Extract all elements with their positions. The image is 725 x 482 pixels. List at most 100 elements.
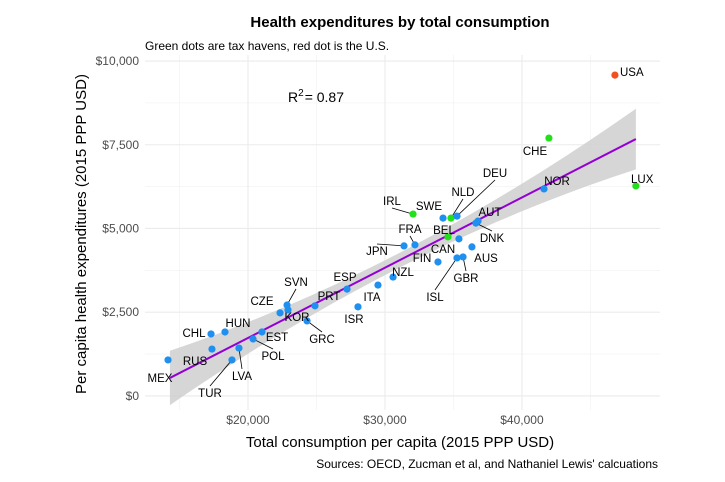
point-bel <box>444 233 452 241</box>
y-tick-label: $0 <box>126 389 140 403</box>
point-label: IRL <box>383 196 402 208</box>
point-label: POL <box>261 351 285 363</box>
chart-title: Health expenditures by total consumption <box>250 14 549 31</box>
point-label: RUS <box>183 356 208 368</box>
point-label: ISL <box>426 292 444 304</box>
leader-line <box>391 207 414 215</box>
point-rus <box>208 345 216 353</box>
point-gbr <box>459 253 467 261</box>
y-axis-ticks: $0 $2,500 $5,000 $7,500 $10,000 <box>96 54 140 403</box>
y-tick-label: $5,000 <box>102 221 139 235</box>
point-label: DEU <box>483 168 507 180</box>
point-hun <box>221 328 229 336</box>
point-label: KOR <box>285 312 310 324</box>
point-fin <box>434 258 442 266</box>
point-nzl <box>389 273 397 281</box>
point-label: NZL <box>392 267 414 279</box>
point-lux <box>632 182 640 190</box>
leader-line <box>434 257 458 291</box>
point-label: TUR <box>198 388 222 400</box>
point-label: LVA <box>232 371 252 383</box>
chart-subtitle: Green dots are tax havens, red dot is th… <box>145 39 389 53</box>
point-label: GBR <box>454 273 479 285</box>
point-label: CAN <box>431 244 455 256</box>
point-ita <box>374 281 382 289</box>
point-grc <box>303 317 311 325</box>
point-swe <box>439 214 447 222</box>
point-label: GRC <box>309 334 335 346</box>
point-label: FRA <box>399 224 422 236</box>
point-mex <box>164 356 172 364</box>
point-labels: MEX RUS CHL HUN TUR LVA POL EST CZE SVN KOR GRC PRT E… <box>148 67 654 400</box>
point-label: ITA <box>363 292 380 304</box>
point-label: MEX <box>148 373 173 385</box>
point-label: EST <box>266 332 288 344</box>
leader-line <box>450 198 464 219</box>
point-label: HUN <box>226 318 251 330</box>
point-label: ISR <box>344 314 363 326</box>
point-pol <box>249 335 257 343</box>
grid <box>145 55 660 410</box>
point-label: BEL <box>433 225 455 237</box>
point-irl <box>409 210 417 218</box>
point-label: PRT <box>318 291 341 303</box>
point-label: JPN <box>366 246 388 258</box>
point-prt <box>311 302 319 310</box>
point-nor <box>540 185 548 193</box>
confidence-band <box>169 108 636 406</box>
leader-line <box>456 179 496 217</box>
point-deu <box>453 212 461 220</box>
r-squared-annotation: R2= 0.87 <box>288 88 344 105</box>
point-label: SWE <box>416 201 443 213</box>
point-label: USA <box>620 67 644 79</box>
point-cze <box>276 309 284 317</box>
y-tick-label: $10,000 <box>96 54 140 68</box>
point-chl <box>207 330 215 338</box>
point-label: CHE <box>523 146 548 158</box>
point-che <box>545 134 553 142</box>
point-tur <box>228 356 236 364</box>
point-nld <box>447 214 455 222</box>
r2-superscript: 2 <box>298 88 304 99</box>
point-can <box>455 235 463 243</box>
y-tick-label: $7,500 <box>102 138 139 152</box>
point-fra <box>411 241 419 249</box>
point-isr <box>354 303 362 311</box>
point-jpn <box>400 242 408 250</box>
point-label: DNK <box>480 233 505 245</box>
x-tick-label: $40,000 <box>500 413 544 427</box>
x-tick-label: $30,000 <box>363 413 407 427</box>
point-isl <box>453 254 461 262</box>
point-label: LUX <box>631 174 654 186</box>
r2-label: R <box>288 89 298 105</box>
point-aut <box>474 217 482 225</box>
leader-line <box>376 243 405 247</box>
regression-line <box>169 138 637 379</box>
point-aus <box>468 243 476 251</box>
point-label: NOR <box>544 176 570 188</box>
point-usa <box>611 71 619 79</box>
x-tick-label: $20,000 <box>226 413 270 427</box>
point-label: SVN <box>284 277 308 289</box>
chart-caption: Sources: OECD, Zucman et al, and Nathani… <box>316 457 658 471</box>
y-axis-label: Per capita health expenditures (2015 PPP… <box>73 74 90 394</box>
leader-line <box>252 338 274 350</box>
point-label: AUT <box>479 207 502 219</box>
point-esp <box>343 285 351 293</box>
point-kor <box>284 306 292 314</box>
point-label: ESP <box>333 272 356 284</box>
point-label: NLD <box>451 187 474 199</box>
data-points <box>164 71 640 364</box>
point-label: CZE <box>251 296 274 308</box>
point-label: FIN <box>413 253 432 265</box>
x-axis-ticks: $20,000 $30,000 $40,000 <box>226 413 544 427</box>
x-axis-label: Total consumption per capita (2015 PPP U… <box>246 434 554 451</box>
leader-line <box>209 359 233 387</box>
point-est <box>258 328 266 336</box>
point-label: AUS <box>474 253 498 265</box>
r2-value: = 0.87 <box>305 89 345 105</box>
point-label: CHL <box>182 328 206 340</box>
point-lva <box>235 344 243 352</box>
y-tick-label: $2,500 <box>102 305 139 319</box>
